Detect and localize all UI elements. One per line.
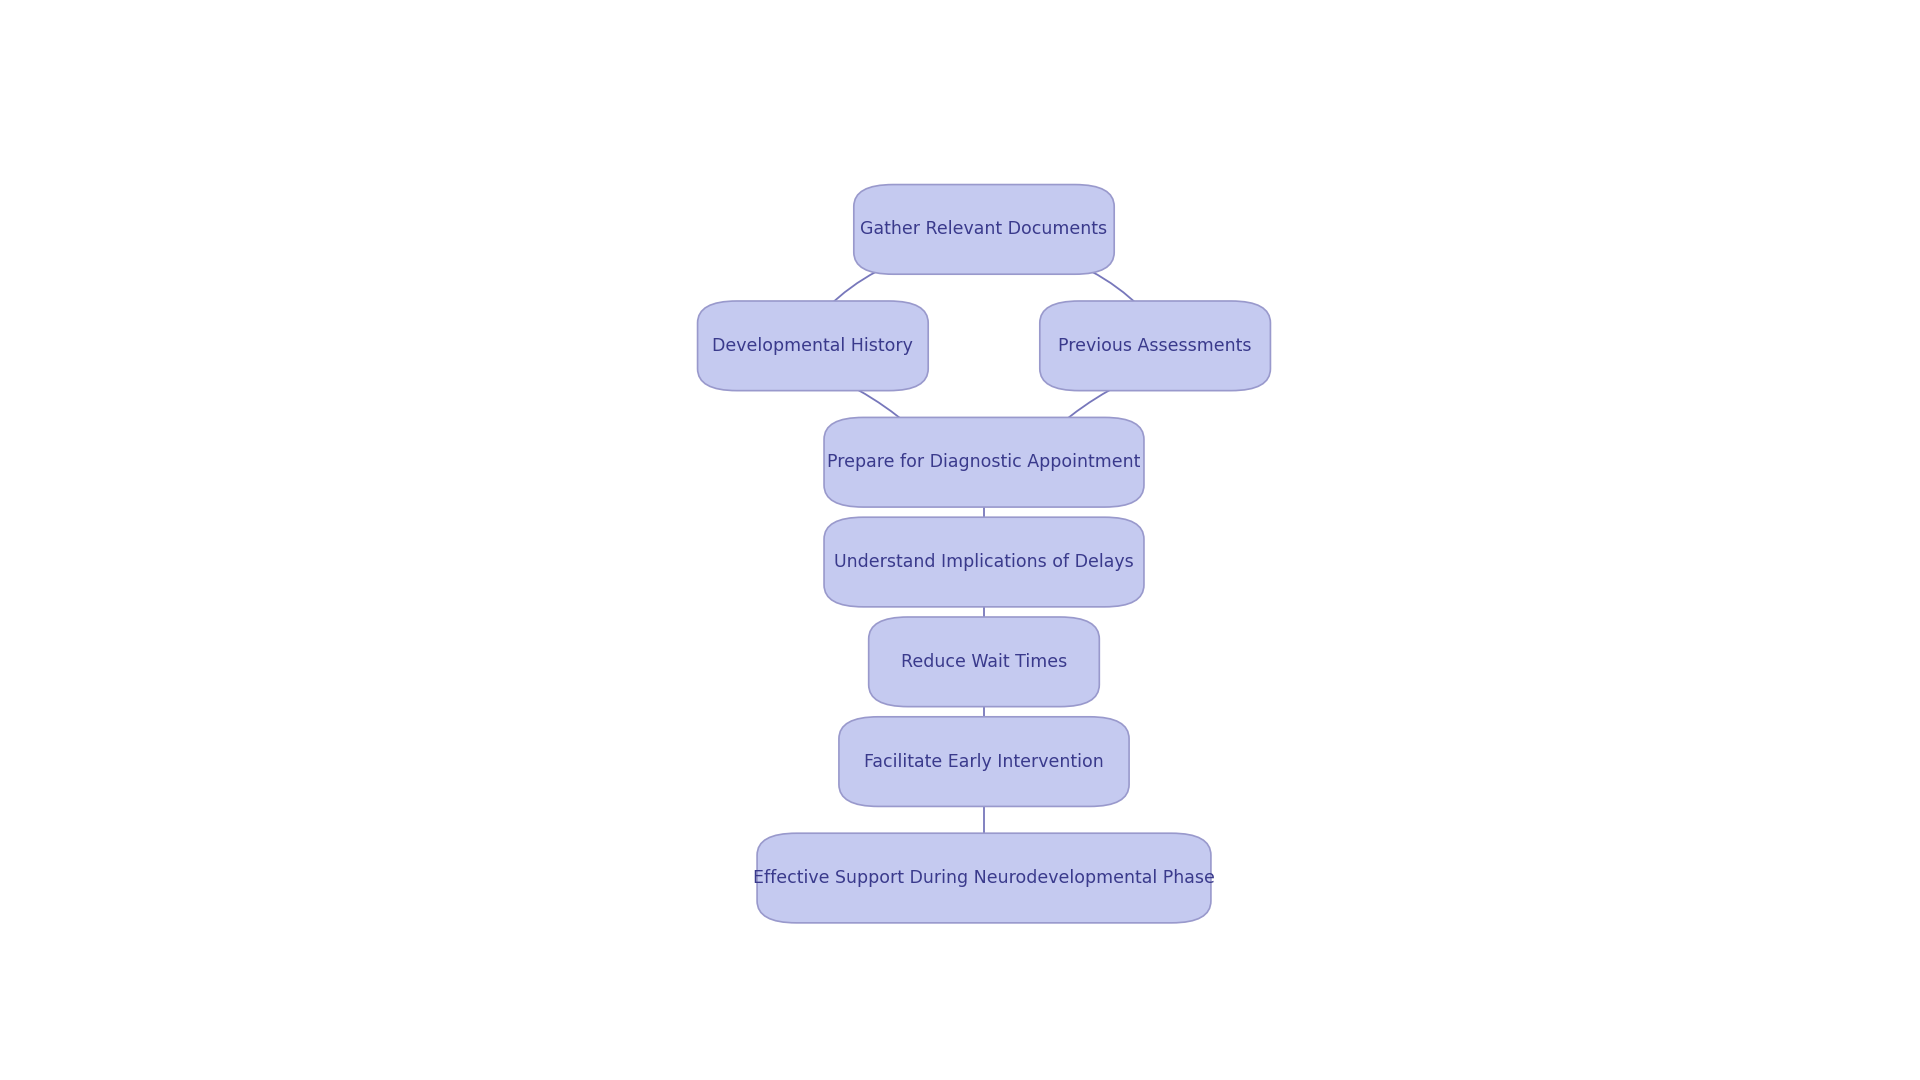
- FancyBboxPatch shape: [756, 833, 1212, 923]
- FancyBboxPatch shape: [824, 517, 1144, 607]
- Text: Reduce Wait Times: Reduce Wait Times: [900, 652, 1068, 671]
- Text: Developmental History: Developmental History: [712, 337, 914, 355]
- Text: Previous Assessments: Previous Assessments: [1058, 337, 1252, 355]
- Text: Understand Implications of Delays: Understand Implications of Delays: [833, 553, 1135, 571]
- FancyBboxPatch shape: [697, 301, 927, 391]
- Text: Effective Support During Neurodevelopmental Phase: Effective Support During Neurodevelopmen…: [753, 869, 1215, 887]
- FancyBboxPatch shape: [868, 617, 1100, 706]
- Text: Prepare for Diagnostic Appointment: Prepare for Diagnostic Appointment: [828, 454, 1140, 471]
- FancyBboxPatch shape: [1041, 301, 1271, 391]
- Text: Gather Relevant Documents: Gather Relevant Documents: [860, 220, 1108, 239]
- FancyBboxPatch shape: [854, 185, 1114, 274]
- Text: Facilitate Early Intervention: Facilitate Early Intervention: [864, 753, 1104, 771]
- FancyBboxPatch shape: [824, 417, 1144, 508]
- FancyBboxPatch shape: [839, 717, 1129, 807]
